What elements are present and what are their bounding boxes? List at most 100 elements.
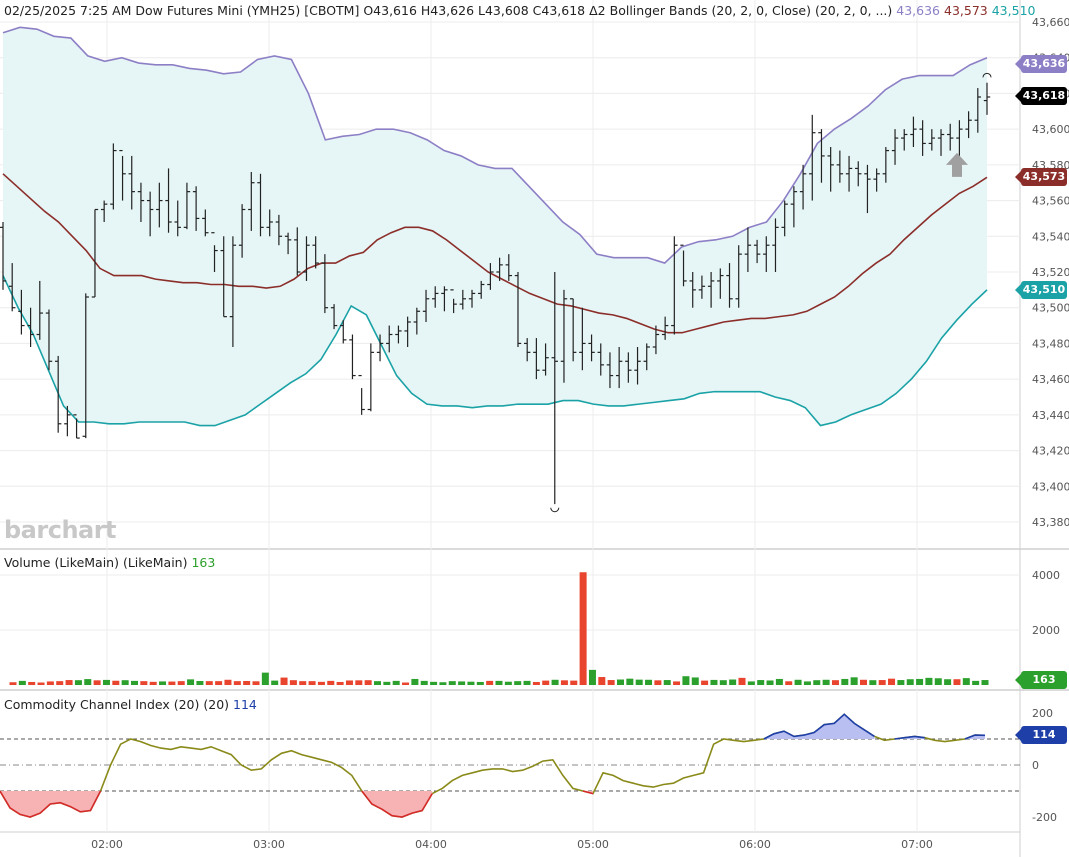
- volume-bar: [663, 680, 671, 685]
- up-arrow-signal-icon: [946, 152, 968, 177]
- price-tick-label: 43,400: [1032, 480, 1069, 493]
- ohlc-bar: [349, 334, 356, 380]
- ohlc-bar: [836, 150, 844, 183]
- volume-bar: [205, 681, 213, 685]
- volume-bar: [402, 682, 410, 685]
- cci-tag: 114: [1015, 726, 1067, 744]
- ohlc-bar: [192, 186, 200, 231]
- ohlc-bar: [450, 289, 457, 314]
- ohlc-bar: [781, 200, 788, 237]
- volume-bar: [196, 681, 204, 685]
- volume-bar: [869, 680, 877, 685]
- volume-bar: [224, 679, 232, 685]
- volume-bar: [308, 681, 316, 685]
- middle-band-tag: 43,573: [1015, 168, 1067, 186]
- volume-bar: [121, 680, 129, 685]
- time-tick-label: 06:00: [739, 838, 771, 851]
- ohlc-bar: [183, 182, 191, 230]
- ohlc-bar: [523, 338, 531, 362]
- ohlc-bar: [606, 352, 614, 389]
- ohlc-bar: [845, 155, 853, 192]
- time-tick-label: 07:00: [901, 838, 933, 851]
- cci-tick-label: -200: [1032, 811, 1057, 824]
- volume-bar: [514, 681, 522, 685]
- volume-bar: [439, 682, 447, 685]
- volume-bar: [785, 681, 793, 685]
- ohlc-bar: [404, 316, 411, 347]
- volume-bar: [486, 680, 494, 685]
- ohlc-bar: [956, 120, 963, 156]
- volume-bar: [374, 681, 381, 685]
- ohlc-bar: [772, 218, 779, 272]
- ohlc-bar: [432, 286, 439, 308]
- ohlc-bar: [165, 168, 172, 233]
- volume-bar: [177, 681, 185, 685]
- volume-bar: [682, 676, 690, 685]
- header-lower-value: 43,510: [991, 3, 1036, 18]
- volume-bar: [701, 680, 709, 685]
- volume-bar: [953, 679, 961, 685]
- ohlc-bar: [809, 114, 816, 201]
- ohlc-bar: [983, 82, 991, 115]
- ohlc-bar: [790, 186, 798, 228]
- ohlc-bar: [487, 263, 494, 290]
- volume-bar: [570, 680, 578, 685]
- price-tick-label: 43,660: [1032, 16, 1069, 29]
- cci-overbought-line: [763, 713, 875, 740]
- volume-bar: [617, 679, 624, 685]
- cci-tick-label: 0: [1032, 759, 1039, 772]
- volume-bar: [299, 681, 307, 685]
- ohlc-bar: [220, 236, 227, 318]
- volume-bar: [149, 681, 157, 685]
- cci-overbought-fill: [763, 714, 875, 739]
- price-tick-label: 43,520: [1032, 266, 1069, 279]
- volume-bar: [243, 681, 251, 685]
- volume-bar: [233, 681, 241, 685]
- volume-bar: [168, 681, 176, 685]
- ohlc-bar: [340, 320, 347, 344]
- cci-tick-label: 200: [1032, 707, 1053, 720]
- volume-bar: [93, 680, 101, 685]
- volume-bar: [794, 679, 802, 685]
- ohlc-bar: [735, 245, 742, 308]
- volume-bar: [280, 677, 288, 685]
- ohlc-bar: [36, 280, 43, 340]
- ohlc-bar: [505, 254, 512, 281]
- time-tick-label: 03:00: [253, 838, 285, 851]
- volume-tag: 163: [1015, 671, 1067, 689]
- barchart-logo: barchart: [4, 516, 117, 544]
- ohlc-bar: [947, 123, 954, 151]
- volume-bar: [841, 678, 849, 685]
- volume-bar: [74, 680, 82, 685]
- ohlc-bar: [689, 272, 696, 308]
- header-datetime: 02/25/2025 7:25 AM: [4, 3, 132, 18]
- ohlc-bar: [284, 232, 292, 255]
- header-middle-value: 43,573: [944, 3, 988, 18]
- volume-bar: [962, 678, 970, 685]
- ohlc-bar: [73, 414, 80, 439]
- ohlc-bar: [533, 338, 540, 380]
- volume-bar: [317, 681, 325, 685]
- volume-bar: [588, 669, 596, 685]
- volume-bar: [822, 679, 830, 685]
- ohlc-bar: [386, 325, 393, 353]
- volume-bar: [355, 680, 363, 685]
- ohlc-bar: [100, 200, 108, 222]
- ohlc-bar: [551, 272, 558, 505]
- volume-bar: [327, 680, 335, 685]
- ohlc-bar: [321, 254, 329, 314]
- volume-bar: [645, 679, 653, 685]
- cci-header: Commodity Channel Index (20) (20) 114: [4, 697, 257, 712]
- volume-bar: [345, 680, 353, 685]
- cci-oversold-line: [0, 790, 102, 818]
- volume-bar: [729, 679, 737, 685]
- volume-bar: [476, 681, 484, 685]
- ohlc-bar: [634, 347, 641, 385]
- upper-band-tag: 43,636: [1015, 55, 1067, 73]
- ohlc-bar: [82, 293, 89, 439]
- volume-bar: [654, 680, 662, 685]
- ohlc-bar: [54, 355, 62, 433]
- volume-bar: [187, 679, 195, 685]
- ohlc-bar: [303, 236, 310, 281]
